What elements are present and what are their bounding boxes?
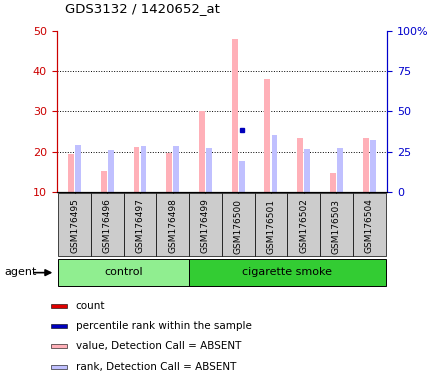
Bar — [286, 193, 319, 256]
Bar — [221, 193, 254, 256]
Text: count: count — [76, 301, 105, 311]
Bar — [336, 148, 342, 192]
Bar — [352, 193, 385, 256]
Text: GSM176497: GSM176497 — [135, 199, 144, 253]
Text: GSM176498: GSM176498 — [168, 199, 177, 253]
Text: control: control — [104, 267, 143, 277]
Bar — [91, 193, 123, 256]
Bar — [198, 111, 204, 192]
Text: GSM176500: GSM176500 — [233, 199, 242, 253]
Bar — [362, 137, 368, 192]
Bar — [156, 193, 189, 256]
Bar — [68, 154, 74, 192]
Text: GSM176504: GSM176504 — [364, 199, 373, 253]
Bar — [51, 324, 66, 328]
Text: agent: agent — [4, 267, 36, 277]
Bar — [166, 153, 172, 192]
Text: GSM176496: GSM176496 — [102, 199, 112, 253]
Bar — [369, 141, 375, 192]
Bar — [238, 161, 244, 192]
Bar — [303, 149, 309, 192]
Bar — [123, 193, 156, 256]
Bar — [58, 259, 189, 286]
Bar — [329, 173, 335, 192]
Bar — [75, 145, 81, 192]
Bar — [189, 259, 385, 286]
Text: GSM176503: GSM176503 — [331, 199, 340, 253]
Text: GSM176502: GSM176502 — [299, 199, 307, 253]
Bar — [254, 193, 286, 256]
Bar — [271, 135, 277, 192]
Text: GDS3132 / 1420652_at: GDS3132 / 1420652_at — [65, 2, 220, 15]
Bar — [51, 364, 66, 369]
Bar — [108, 150, 114, 192]
Bar — [189, 193, 221, 256]
Bar — [296, 137, 302, 192]
Bar — [206, 148, 211, 192]
Bar — [173, 146, 179, 192]
Text: GSM176501: GSM176501 — [266, 199, 275, 253]
Bar — [101, 170, 106, 192]
Bar — [231, 39, 237, 192]
Text: GSM176495: GSM176495 — [70, 199, 79, 253]
Text: percentile rank within the sample: percentile rank within the sample — [76, 321, 251, 331]
Bar — [133, 147, 139, 192]
Bar — [58, 193, 91, 256]
Text: value, Detection Call = ABSENT: value, Detection Call = ABSENT — [76, 341, 240, 351]
Bar — [51, 344, 66, 349]
Bar — [140, 146, 146, 192]
Text: GSM176499: GSM176499 — [201, 199, 210, 253]
Bar — [264, 79, 270, 192]
Text: rank, Detection Call = ABSENT: rank, Detection Call = ABSENT — [76, 362, 236, 372]
Text: cigarette smoke: cigarette smoke — [242, 267, 332, 277]
Bar — [319, 193, 352, 256]
Bar — [51, 304, 66, 308]
